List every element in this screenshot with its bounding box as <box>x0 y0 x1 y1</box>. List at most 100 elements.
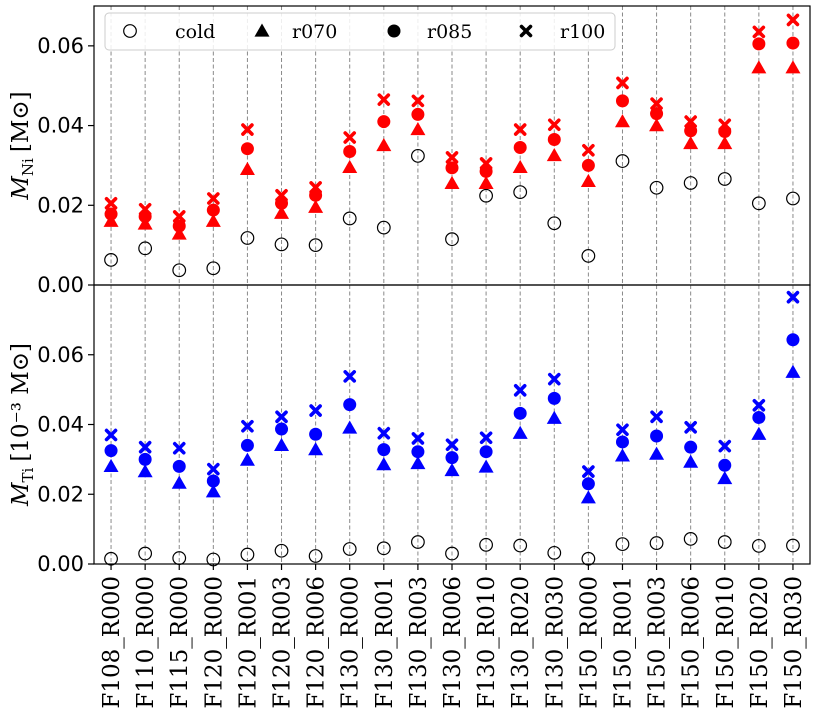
point-r100-F150_R001-stroke-b <box>616 423 629 437</box>
series-r085 <box>104 333 800 491</box>
point-r085-F120_R006 <box>309 427 323 441</box>
series-r070 <box>103 60 801 240</box>
point-r100-F150_R020 <box>752 25 766 39</box>
point-r100-F150_R001 <box>616 76 629 90</box>
point-r100-F120_R006 <box>309 181 322 194</box>
point-cold-F150_R030 <box>786 191 800 206</box>
x-tick-label: F150_R006 <box>679 576 705 709</box>
point-cold-F120_R006 <box>308 238 323 253</box>
point-r070-F120_R003 <box>274 437 290 452</box>
point-r070-F110_R000 <box>137 464 153 478</box>
point-r100-F150_R000-stroke-b <box>582 143 595 157</box>
point-r085-F110_R000 <box>138 452 152 466</box>
point-r070-F115_R000 <box>171 475 187 489</box>
y-tick-label: 0.06 <box>37 343 84 367</box>
point-r070-F120_R001 <box>239 161 255 176</box>
point-r085-F115_R000 <box>172 219 186 233</box>
x-tick-label: F108_R000 <box>99 576 125 709</box>
y-tick-label: 0.04 <box>37 114 84 138</box>
point-r100-F130_R030 <box>547 372 561 386</box>
top-ylabel-sub: Ni <box>19 158 37 176</box>
point-r100-F110_R000-stroke-b <box>138 440 152 454</box>
y-tick-label: 0.00 <box>37 552 84 576</box>
point-cold-F130_R020 <box>513 185 528 200</box>
bottom-ylabel-main: M <box>8 481 34 507</box>
legend-label-r085: r085 <box>427 21 472 43</box>
point-r070-F150_R003 <box>649 446 665 460</box>
point-cold-F130_R000 <box>342 211 357 226</box>
legend-marker-r100 <box>519 24 533 38</box>
legend-box <box>104 12 616 51</box>
y-tick-label: 0.02 <box>37 193 84 217</box>
point-cold-F150_R003 <box>649 536 664 550</box>
x-tick-label: F130_R003 <box>406 576 432 709</box>
legend: cold r070 r085 r100 <box>104 12 616 51</box>
point-r100-F120_R001-stroke-b <box>241 419 254 433</box>
y-tick-label: 0.06 <box>37 34 84 58</box>
point-r100-F150_R020 <box>752 399 766 412</box>
point-r100-F115_R000-stroke-b <box>172 210 186 223</box>
point-r070-F120_R003 <box>274 205 290 219</box>
point-r070-F110_R000 <box>137 216 153 230</box>
point-r100-F115_R000 <box>172 210 186 223</box>
point-r085-F130_R030 <box>547 133 561 147</box>
top-y-axis-label: MNi [M⊙] <box>8 91 37 200</box>
point-r085-F130_R003 <box>411 445 425 459</box>
point-r100-F130_R001-stroke-b <box>377 93 391 106</box>
point-r100-F120_R000-stroke-b <box>207 462 220 476</box>
x-tick-label: F120_R003 <box>270 576 296 709</box>
point-cold-F130_R010 <box>479 188 493 203</box>
series-r070 <box>103 364 801 504</box>
point-r070-F130_R000 <box>342 159 358 174</box>
point-r100-F150_R010-stroke-b <box>718 118 732 132</box>
point-r070-F130_R001 <box>376 138 392 152</box>
point-r100-F108_R000-stroke-b <box>104 196 118 210</box>
point-r070-F150_R020 <box>751 426 767 440</box>
point-r100-F130_R001 <box>377 93 391 106</box>
point-r070-F150_R006 <box>683 454 699 468</box>
point-cold-F130_R006 <box>445 232 459 247</box>
x-tick-label: F130_R020 <box>508 576 534 709</box>
point-r085-F120_R000 <box>206 474 220 488</box>
point-r100-F150_R000 <box>582 465 595 478</box>
point-r100-F150_R006 <box>684 420 697 434</box>
point-r100-F150_R020-stroke-b <box>752 399 766 412</box>
x-tick-label: F120_R000 <box>201 576 227 709</box>
point-r070-F130_R030 <box>546 410 562 424</box>
point-r100-F130_R020 <box>513 384 527 397</box>
point-r100-F130_R003 <box>411 432 425 445</box>
point-cold-F150_R010 <box>717 535 732 549</box>
point-r100-F150_R010 <box>718 118 732 132</box>
x-tick-label: F130_R000 <box>338 576 364 709</box>
point-cold-F150_R030 <box>786 538 800 553</box>
point-cold-F150_R001 <box>615 154 630 168</box>
legend-label-r070: r070 <box>292 21 337 43</box>
point-cold-F130_R020 <box>513 538 528 553</box>
point-r100-F150_R010-stroke-b <box>718 439 732 453</box>
point-r100-F150_R003-stroke-b <box>650 410 663 424</box>
point-r100-F130_R000-stroke-b <box>343 131 357 144</box>
bottom-ylabel-unit: [10⁻³ M⊙] <box>8 343 34 462</box>
point-r100-F150_R000 <box>582 143 595 157</box>
point-cold-F120_R003 <box>274 237 289 252</box>
point-r085-F130_R010 <box>479 445 493 459</box>
bottom-marks <box>103 290 801 567</box>
point-cold-F150_R006 <box>683 531 698 546</box>
point-r085-F150_R006 <box>684 124 698 138</box>
point-r100-F130_R000-stroke-b <box>343 370 357 383</box>
point-r100-F150_R030 <box>786 13 800 27</box>
legend-label-cold: cold <box>175 21 215 43</box>
point-r100-F150_R003 <box>650 97 663 110</box>
point-r100-F130_R003 <box>411 94 425 108</box>
point-r085-F115_R000 <box>172 459 186 473</box>
point-r100-F120_R001 <box>241 123 254 136</box>
point-r100-F150_R030-stroke-b <box>786 290 800 304</box>
point-r070-F130_R003 <box>410 456 426 470</box>
bottom-grid <box>110 285 794 564</box>
top-panel: 0.00 0.02 0.04 0.06 cold r070 r085 r100 MNi [M⊙… <box>8 5 811 297</box>
top-ylabel-main: M <box>8 175 34 201</box>
point-r085-F108_R000 <box>104 207 118 221</box>
point-r085-F130_R030 <box>547 391 561 405</box>
point-r085-F108_R000 <box>104 444 118 458</box>
